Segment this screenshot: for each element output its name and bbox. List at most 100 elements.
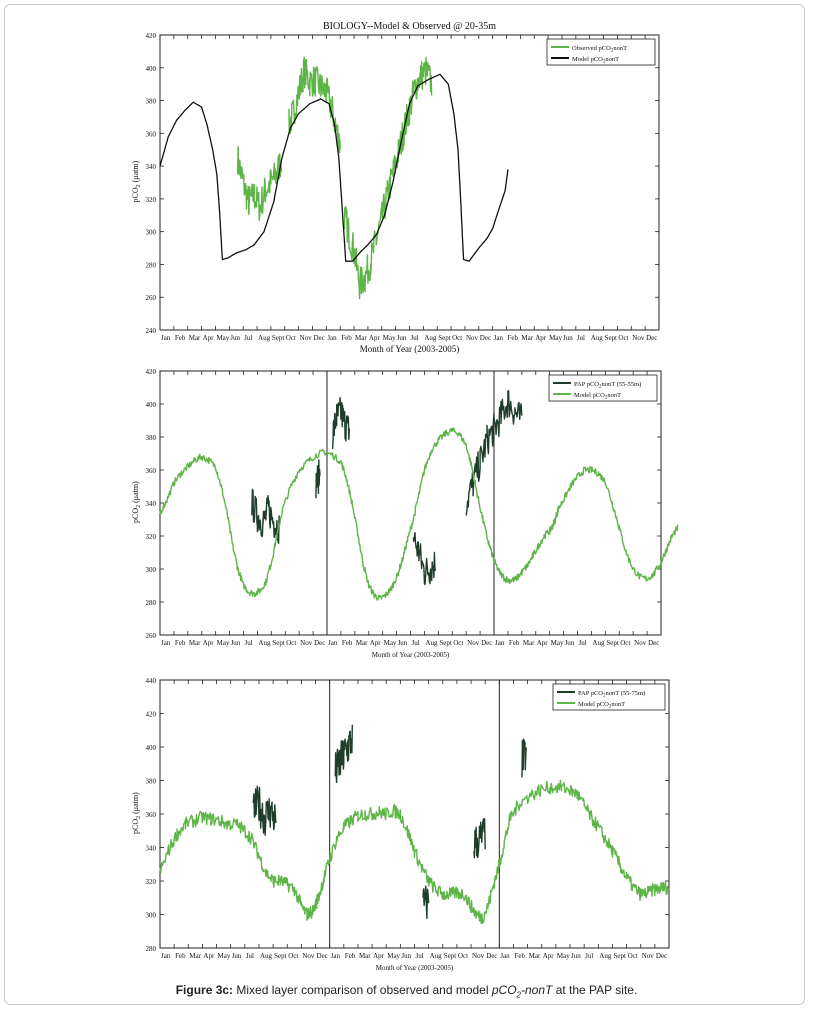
x-tick-label: Dec <box>486 952 497 960</box>
x-tick-label: Oct <box>286 639 296 647</box>
y-tick-label: 380 <box>146 778 157 786</box>
caption-chem-tail: -nonT <box>521 983 553 997</box>
y-tick-label: 360 <box>146 130 157 138</box>
series-line <box>159 73 509 262</box>
chart-1: BIOLOGY--Model & Observed @ 20-35m 240 260… <box>131 21 660 354</box>
series-line <box>159 427 679 601</box>
x-tick-label: Mar <box>529 952 541 960</box>
x-tick-label: Jan <box>161 639 171 647</box>
series-line <box>252 785 277 836</box>
x-tick-label: Aug <box>425 639 438 647</box>
series-line <box>251 488 281 544</box>
y-tick-label: 400 <box>146 65 157 73</box>
x-tick-label: Aug <box>260 952 273 960</box>
x-tick-label: Oct <box>452 334 462 342</box>
x-tick-label: Sept <box>439 639 452 647</box>
x-tick-label: Nov <box>632 334 645 342</box>
x-tick-label: Oct <box>618 334 628 342</box>
x-tick-label: Mar <box>356 639 368 647</box>
x-tick-label: Dec <box>314 639 325 647</box>
y-tick-label: 280 <box>146 599 157 607</box>
x-tick-label: Jan <box>161 952 171 960</box>
y-tick-label: 300 <box>146 566 157 574</box>
y-tick-label: 280 <box>146 945 157 953</box>
legend-box <box>552 683 666 711</box>
y-axis-label: pCO2 (μatm) <box>131 481 142 523</box>
series-1 <box>251 389 523 586</box>
x-tick-label: Nov <box>642 952 655 960</box>
x-tick-label: Apr <box>203 639 215 647</box>
y-axis-label: pCO2 (μatm) <box>131 792 142 834</box>
x-tick-label: Jul <box>411 334 419 342</box>
x-tick-label: Aug <box>592 639 605 647</box>
legend-label: Model pCO2nonT <box>572 56 619 65</box>
x-tick-label: Dec <box>480 334 491 342</box>
series-line <box>521 738 527 778</box>
series-line <box>236 145 283 222</box>
x-tick-label: Aug <box>424 334 437 342</box>
x-tick-label: Apr <box>535 334 547 342</box>
x-tick-label: Jul <box>579 639 587 647</box>
caption-sub: 2 <box>516 990 521 1000</box>
legend-label: Model pCO2nonT <box>574 392 621 401</box>
x-tick-label: Jun <box>571 952 581 960</box>
legend-label: PAP pCO2nonT (55-55m) <box>574 381 641 390</box>
x-tick-label: Oct <box>620 639 630 647</box>
y-tick-label: 420 <box>146 32 157 40</box>
x-tick-label: Oct <box>453 639 463 647</box>
x-tick-label: Sept <box>444 952 457 960</box>
series-line <box>343 56 433 300</box>
legend-label: Model pCO2nonT <box>578 701 625 710</box>
x-tick-label: Feb <box>342 639 353 647</box>
x-tick-label: Jun <box>563 334 573 342</box>
x-tick-label: May <box>217 639 230 647</box>
x-tick-label: Apr <box>373 952 385 960</box>
caption-tail: at the PAP site. <box>552 983 638 997</box>
y-tick-label: 400 <box>146 744 157 752</box>
x-tick-label: May <box>557 952 570 960</box>
x-tick-label: Jul <box>245 639 253 647</box>
x-tick-label: Sept <box>274 952 287 960</box>
x-tick-label: May <box>384 639 397 647</box>
x-tick-label: Apr <box>369 334 381 342</box>
x-tick-label: Jul <box>416 952 424 960</box>
x-axis-label: Month of Year (2003-2005) <box>376 964 454 972</box>
legend-box <box>546 38 656 66</box>
x-axis-label: Month of Year (2003-2005) <box>360 344 460 354</box>
x-tick-label: Feb <box>509 639 520 647</box>
series-line <box>331 397 350 450</box>
x-tick-label: Jul <box>577 334 585 342</box>
x-tick-label: Jun <box>401 952 411 960</box>
y-tick-label: 320 <box>146 533 157 541</box>
x-tick-label: May <box>216 334 229 342</box>
x-tick-label: Jan <box>161 334 171 342</box>
x-tick-label: Dec <box>656 952 667 960</box>
y-tick-label: 440 <box>146 677 157 685</box>
x-tick-label: Nov <box>467 639 480 647</box>
legend-label: PAP pCO2nonT (55-75m) <box>578 690 645 699</box>
x-tick-label: Feb <box>175 334 186 342</box>
x-tick-label: Aug <box>258 639 271 647</box>
caption-chem: pCO <box>491 983 517 997</box>
caption-label: Figure 3c: <box>175 983 234 997</box>
x-tick-label: Dec <box>481 639 492 647</box>
x-tick-label: Nov <box>472 952 485 960</box>
y-tick-label: 400 <box>146 401 157 409</box>
y-tick-label: 380 <box>146 434 157 442</box>
y-tick-label: 380 <box>146 98 157 106</box>
x-tick-label: Feb <box>508 334 519 342</box>
series-2 <box>159 73 509 262</box>
y-tick-label: 420 <box>146 711 157 719</box>
x-tick-label: May <box>383 334 396 342</box>
x-tick-label: Jan <box>328 639 338 647</box>
series-2 <box>159 779 670 924</box>
x-tick-label: Jun <box>232 952 242 960</box>
x-tick-label: May <box>549 334 562 342</box>
x-tick-label: Mar <box>189 952 201 960</box>
series-1 <box>236 56 433 300</box>
y-tick-label: 320 <box>146 878 157 886</box>
series-line <box>412 532 437 586</box>
plot-area <box>159 679 670 949</box>
x-tick-label: Oct <box>628 952 638 960</box>
